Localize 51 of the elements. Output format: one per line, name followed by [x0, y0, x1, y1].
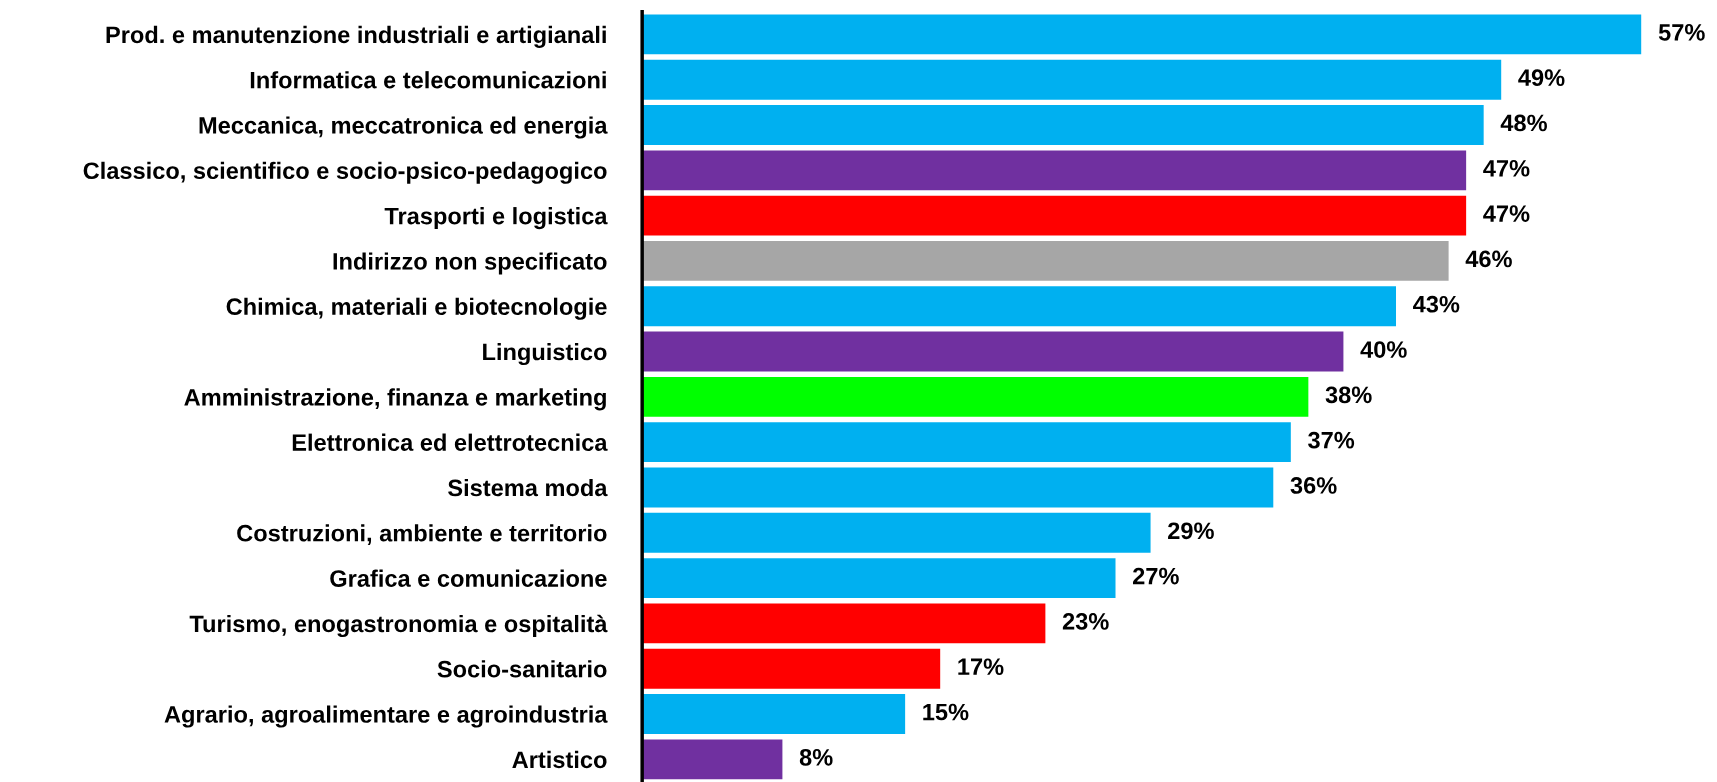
data-label: 27%	[1132, 567, 1179, 585]
bar	[642, 59, 1502, 100]
bar	[642, 694, 906, 734]
y-tick-label: Sistema moda	[448, 478, 608, 497]
data-label: 43%	[1413, 295, 1460, 313]
y-tick-label: Amministrazione, finanza e marketing	[184, 388, 606, 411]
bar	[642, 331, 1344, 372]
data-label: 8%	[799, 748, 833, 766]
data-label: 15%	[923, 703, 969, 721]
bar	[642, 105, 1484, 145]
y-tick-label: Agrario, agroalimentare e agroindustria	[164, 705, 608, 728]
data-label: 29%	[1168, 522, 1214, 540]
bar	[642, 422, 1291, 463]
y-tick-label: Socio-sanitario	[437, 660, 607, 678]
bar	[642, 241, 1449, 281]
y-tick-label: Classico, scientifico e socio-psico-pedagogico	[83, 161, 607, 184]
bar	[642, 739, 783, 780]
bar	[642, 558, 1116, 599]
data-label: 57%	[1658, 24, 1705, 41]
y-tick-label: Chimica, materiali e biotecnologie	[226, 297, 607, 320]
y-tick-label: Informatica e telecomunicazioni	[250, 71, 606, 89]
bar	[642, 467, 1274, 508]
y-tick-label: Prod. e manutenzione industriali e artigianali	[106, 25, 606, 48]
bar	[642, 195, 1467, 236]
y-tick-label: Costruzioni, ambiente e territorio	[237, 524, 607, 546]
bar	[642, 376, 1309, 417]
bar	[642, 512, 1151, 553]
y-tick-label: Artistico	[512, 750, 607, 769]
data-label: 47%	[1483, 159, 1530, 177]
data-label: 47%	[1483, 205, 1530, 222]
data-label: 49%	[1518, 69, 1565, 87]
data-label: 37%	[1308, 431, 1355, 449]
y-tick-label: Indirizzo non specificato	[333, 252, 607, 275]
data-label: 48%	[1500, 114, 1547, 132]
bar	[642, 286, 1397, 327]
y-tick-label: Grafica e comunicazione	[330, 569, 607, 587]
y-tick-label: Trasporti e logistica	[384, 207, 608, 230]
y-tick-label: Meccanica, meccatronica ed energia	[199, 116, 608, 139]
y-tick-label: Linguistico	[483, 343, 607, 366]
bar	[642, 14, 1642, 55]
data-label: 38%	[1325, 386, 1372, 404]
y-tick-label: Elettronica ed elettrotecnica	[292, 433, 608, 451]
data-label: 17%	[958, 658, 1004, 676]
y-tick-label: Turismo, enogastronomia e ospitalità	[189, 614, 608, 638]
data-label: 36%	[1290, 477, 1337, 494]
data-label: 23%	[1062, 613, 1109, 630]
bar	[642, 603, 1046, 644]
bar	[642, 150, 1467, 191]
data-label: 40%	[1360, 341, 1407, 358]
bar	[642, 648, 941, 689]
data-label: 46%	[1465, 250, 1512, 268]
